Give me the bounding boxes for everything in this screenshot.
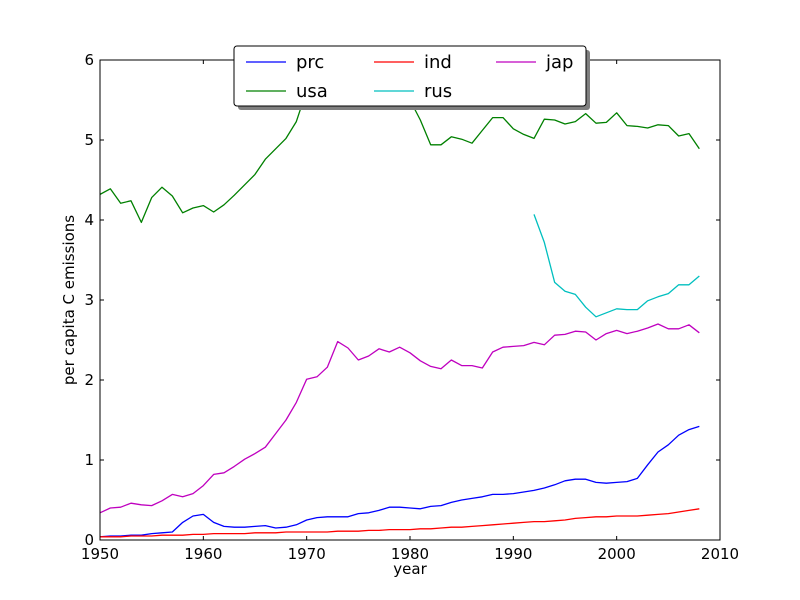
y-tick-label: 0 — [84, 531, 94, 549]
legend: prc usa ind rus jap — [233, 45, 590, 110]
y-tick-label: 6 — [84, 51, 94, 69]
x-tick-label: 1960 — [184, 545, 222, 563]
legend-label-usa: usa — [296, 81, 328, 102]
x-tick-label: 2010 — [701, 545, 739, 563]
legend-label-ind: ind — [424, 52, 452, 73]
x-tick-label: 2000 — [598, 545, 636, 563]
x-tick-label: 1950 — [81, 545, 119, 563]
legend-box — [233, 45, 587, 107]
series-line-jap — [100, 323, 700, 514]
x-axis-label: year — [393, 560, 427, 578]
plot-area — [100, 60, 720, 540]
series-line-prc — [100, 425, 700, 538]
y-axis-label: per capita C emissions — [60, 215, 78, 385]
legend-label-jap: jap — [545, 52, 573, 73]
y-tick-label: 1 — [84, 451, 94, 469]
legend-entries: prc usa ind rus jap — [246, 52, 573, 102]
y-tick-label: 3 — [84, 291, 94, 309]
series-line-rus — [533, 214, 700, 318]
tick-layer: 1950 1960 1970 1980 1990 2000 2010 0 1 2 3 4 5 6 — [81, 51, 739, 563]
x-tick-label: 1980 — [391, 545, 429, 563]
x-tick-label: 1970 — [288, 545, 326, 563]
y-tick-label: 2 — [84, 371, 94, 389]
legend-label-rus: rus — [424, 81, 452, 102]
series-line-ind — [100, 508, 700, 538]
x-tick-label: 1990 — [494, 545, 532, 563]
y-tick-label: 5 — [84, 131, 94, 149]
legend-label-prc: prc — [296, 52, 324, 73]
y-tick-label: 4 — [84, 211, 94, 229]
